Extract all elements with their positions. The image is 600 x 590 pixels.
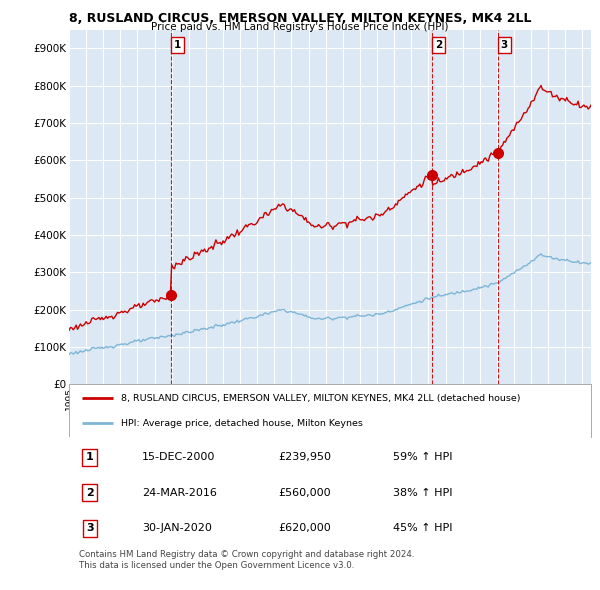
Text: 38% ↑ HPI: 38% ↑ HPI: [392, 488, 452, 498]
Text: £620,000: £620,000: [278, 523, 331, 533]
Text: 24-MAR-2016: 24-MAR-2016: [142, 488, 217, 498]
Text: 59% ↑ HPI: 59% ↑ HPI: [392, 452, 452, 462]
Text: 1: 1: [173, 40, 181, 50]
Text: £239,950: £239,950: [278, 452, 331, 462]
Text: 3: 3: [501, 40, 508, 50]
Text: HPI: Average price, detached house, Milton Keynes: HPI: Average price, detached house, Milt…: [121, 419, 363, 428]
Text: 2: 2: [86, 488, 94, 498]
Text: 15-DEC-2000: 15-DEC-2000: [142, 452, 215, 462]
Text: 2: 2: [435, 40, 442, 50]
Text: Contains HM Land Registry data © Crown copyright and database right 2024.
This d: Contains HM Land Registry data © Crown c…: [79, 550, 415, 570]
Text: 30-JAN-2020: 30-JAN-2020: [142, 523, 212, 533]
Text: £560,000: £560,000: [278, 488, 331, 498]
Text: 1: 1: [86, 452, 94, 462]
Text: 3: 3: [86, 523, 94, 533]
Text: 8, RUSLAND CIRCUS, EMERSON VALLEY, MILTON KEYNES, MK4 2LL (detached house): 8, RUSLAND CIRCUS, EMERSON VALLEY, MILTO…: [121, 394, 521, 402]
Text: 8, RUSLAND CIRCUS, EMERSON VALLEY, MILTON KEYNES, MK4 2LL: 8, RUSLAND CIRCUS, EMERSON VALLEY, MILTO…: [69, 12, 531, 25]
Text: Price paid vs. HM Land Registry's House Price Index (HPI): Price paid vs. HM Land Registry's House …: [151, 22, 449, 32]
Text: 45% ↑ HPI: 45% ↑ HPI: [392, 523, 452, 533]
